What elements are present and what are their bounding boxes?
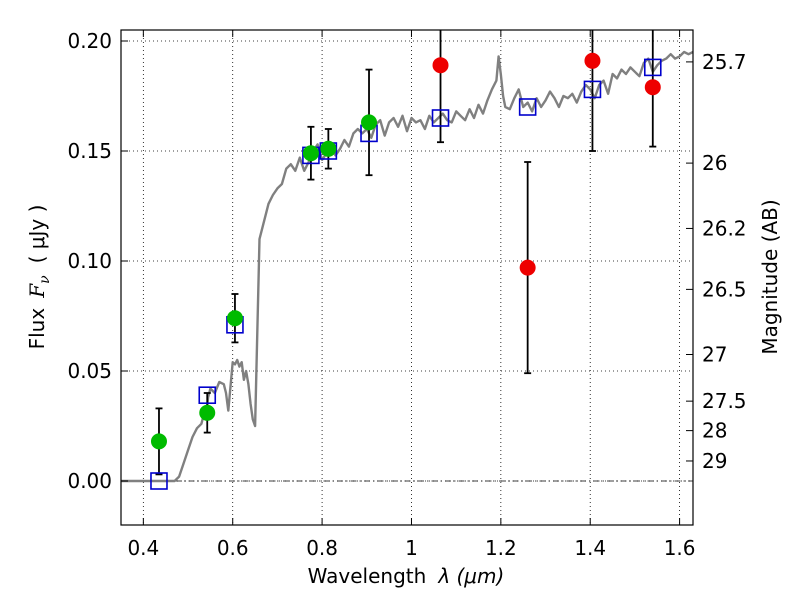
x-tick-label: 0.4 — [127, 536, 159, 560]
x-tick-label: 1 — [405, 536, 418, 560]
magnitude-tick-label: 29 — [702, 449, 727, 473]
model-band-square — [198, 386, 217, 405]
y-tick-label: 0.20 — [67, 29, 112, 53]
model-band-square — [518, 98, 537, 116]
axis-ticks — [121, 30, 693, 525]
optical-detection-point — [150, 433, 167, 450]
optical-detection-point — [361, 114, 378, 131]
y-tick-label: 0.15 — [67, 139, 112, 163]
optical-detection-point — [320, 140, 337, 157]
x-axis-label: Wavelength λ (μm) — [308, 564, 505, 588]
model-band-square — [150, 472, 168, 490]
observed-points — [150, 52, 661, 450]
x-tick-label: 1.4 — [574, 536, 606, 560]
model-spectrum-line — [121, 50, 693, 483]
magnitude-tick-label: 27 — [702, 343, 727, 367]
optical-detection-point — [226, 310, 243, 327]
plot-frame — [120, 29, 694, 526]
magnitude-tick-label: 26.5 — [702, 277, 747, 301]
ir-detection-point — [584, 52, 601, 69]
model-band-square — [643, 58, 662, 77]
optical-detection-point — [199, 404, 216, 421]
magnitude-axis-label: Magnitude (AB) — [758, 199, 782, 354]
y-tick-label: 0.05 — [67, 359, 112, 383]
y-tick-label: 0.10 — [67, 249, 112, 273]
y-tick-labels: 0.00 0.05 0.10 0.15 0.20 — [67, 29, 112, 493]
model-band-points — [150, 58, 662, 490]
magnitude-tick-label: 28 — [702, 419, 727, 443]
magnitude-tick-labels: 25.7 26 26.2 26.5 27 27.5 28 29 — [702, 50, 747, 473]
model-band-square — [583, 80, 602, 99]
x-tick-label: 1.2 — [485, 536, 517, 560]
y-tick-label: 0.00 — [67, 469, 112, 493]
optical-detection-point — [302, 145, 319, 162]
x-tick-label: 0.6 — [217, 536, 249, 560]
magnitude-tick-label: 26 — [702, 151, 727, 175]
magnitude-tick-label: 26.2 — [702, 216, 747, 240]
ir-detection-point — [644, 79, 661, 96]
x-tick-labels: 0.4 0.6 0.8 1 1.2 1.4 1.6 — [127, 536, 695, 560]
ir-detection-point — [432, 57, 449, 74]
magnitude-tick-label: 25.7 — [702, 50, 747, 74]
magnitude-tick-label: 27.5 — [702, 389, 747, 413]
y-axis-label: FluxFν( μJy ) — [25, 205, 53, 350]
x-tick-label: 1.6 — [664, 536, 696, 560]
model-band-square — [431, 109, 450, 127]
ir-detection-point — [519, 259, 536, 276]
x-tick-label: 0.8 — [306, 536, 338, 560]
